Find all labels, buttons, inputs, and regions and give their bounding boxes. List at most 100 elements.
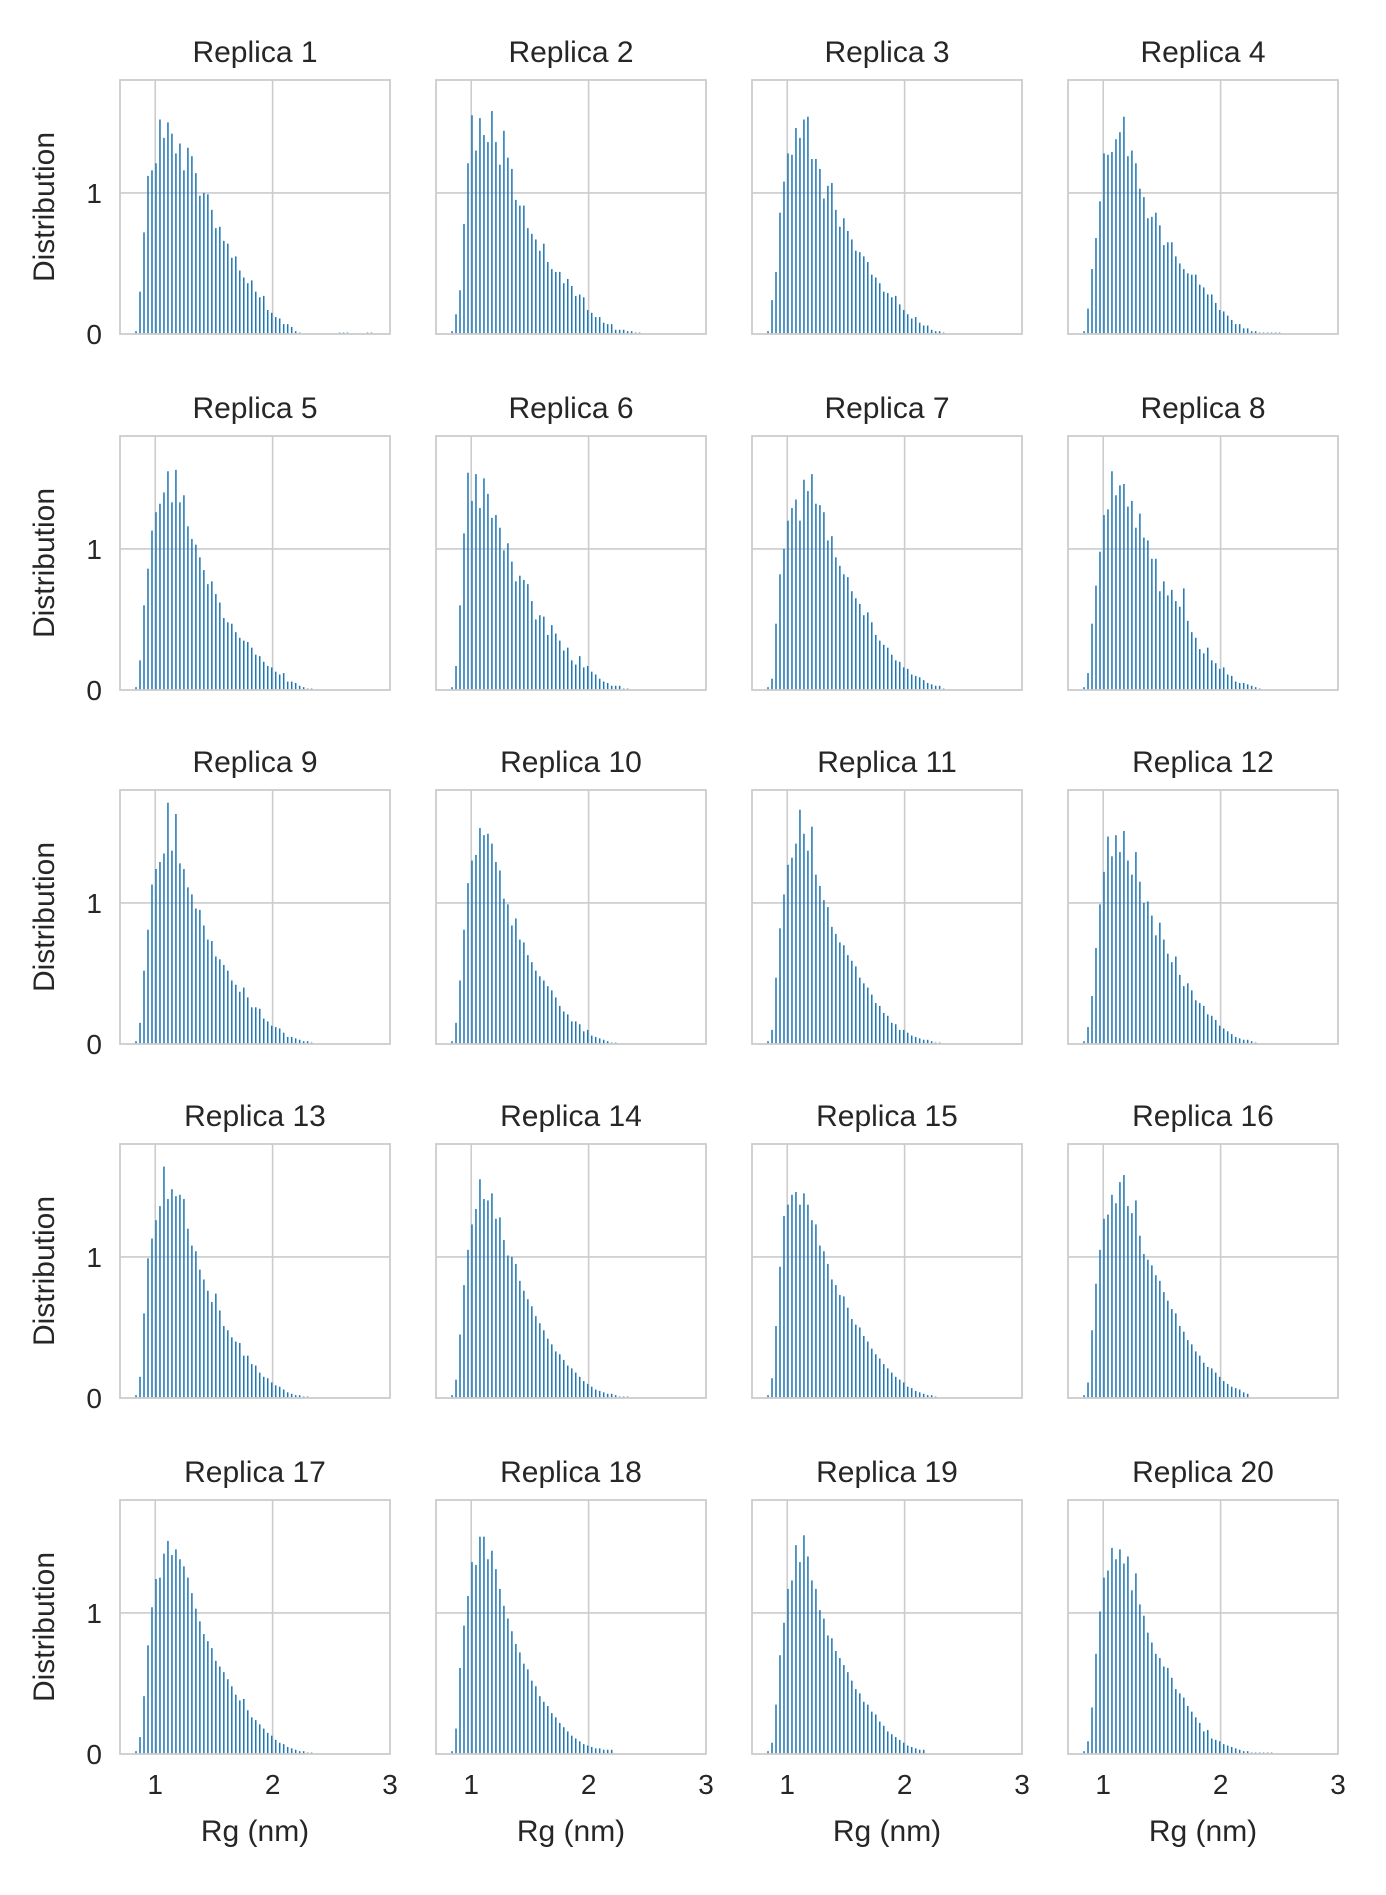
- histogram-bar: [247, 283, 249, 334]
- histogram-bar: [551, 625, 553, 690]
- histogram-bar: [787, 153, 789, 334]
- histogram-bar: [1091, 269, 1093, 334]
- axes-frame: [1067, 79, 1339, 335]
- axes-frame: [751, 79, 1023, 335]
- histogram-bar: [567, 1731, 569, 1754]
- histogram-bar: [787, 864, 789, 1044]
- histogram-bar: [543, 1330, 545, 1398]
- histogram-bar: [815, 1224, 817, 1398]
- histogram-bar: [215, 956, 217, 1044]
- histogram-bar: [147, 929, 149, 1044]
- histogram-bar: [811, 1580, 813, 1754]
- histogram-bar: [807, 491, 809, 690]
- histogram-bar: [167, 471, 169, 690]
- histogram-bar: [926, 1395, 929, 1398]
- histogram-bar: [179, 502, 181, 690]
- histogram-bar: [1191, 632, 1193, 690]
- histogram-bar: [1246, 1751, 1249, 1754]
- histogram-bar: [1214, 1739, 1217, 1754]
- histogram-bar: [578, 294, 581, 334]
- histogram-bar: [574, 1372, 577, 1398]
- histogram-bar: [843, 574, 845, 690]
- histogram-bar: [1203, 1005, 1205, 1044]
- histogram-bar: [262, 1376, 265, 1398]
- histogram-bar: [499, 1217, 501, 1398]
- axes-frame: [119, 435, 391, 691]
- histogram-bar: [1242, 1039, 1245, 1044]
- histogram-bar: [286, 1036, 289, 1044]
- histogram-bar: [1087, 1027, 1089, 1044]
- histogram-bar: [563, 650, 565, 690]
- histogram-bar: [835, 933, 837, 1044]
- histogram-bar: [1203, 287, 1205, 334]
- histogram-bar: [1250, 331, 1253, 334]
- histogram-bar: [922, 1039, 925, 1044]
- histogram-bar: [187, 147, 189, 334]
- histogram-bar: [887, 293, 889, 334]
- histogram-bar: [799, 1204, 801, 1398]
- histogram-bar: [799, 809, 801, 1044]
- x-tick-label: 2: [265, 1769, 281, 1800]
- histogram-bar: [914, 317, 917, 334]
- histogram-bar: [1206, 1730, 1209, 1754]
- histogram-bar: [539, 1696, 541, 1754]
- histogram-bar: [851, 591, 853, 690]
- histogram-bar: [1131, 874, 1133, 1044]
- histogram-bar: [1230, 1746, 1233, 1754]
- histogram-bar: [139, 1022, 141, 1044]
- histogram-bar: [286, 681, 289, 690]
- histogram-bar: [1103, 515, 1105, 690]
- histogram-bar: [255, 654, 257, 690]
- histogram-bar: [262, 1018, 265, 1044]
- histogram-bar: [255, 1365, 257, 1398]
- histogram-bar: [1199, 1355, 1201, 1398]
- histogram-bar: [803, 479, 805, 690]
- histogram-bar: [863, 1335, 865, 1398]
- histogram-bar: [1147, 1632, 1149, 1754]
- histogram-bar: [183, 869, 185, 1044]
- panel-title: Replica 14: [500, 1100, 642, 1133]
- histogram-bar: [1127, 1556, 1129, 1754]
- histogram-bar: [187, 1228, 189, 1398]
- histogram-bar: [930, 1041, 933, 1044]
- histogram-bar: [298, 1395, 301, 1398]
- histogram-bar: [894, 1737, 897, 1754]
- histogram-bar: [483, 1536, 485, 1754]
- histogram-bar: [139, 1376, 141, 1398]
- histogram-bar: [1087, 673, 1089, 690]
- histogram-bar: [1111, 1194, 1113, 1398]
- histogram-bar: [535, 239, 537, 334]
- histogram-bar: [598, 678, 601, 690]
- x-tick-label: 1: [779, 1769, 795, 1800]
- histogram-bar: [487, 1559, 489, 1754]
- histogram-bar: [598, 1038, 601, 1044]
- histogram-bar: [890, 297, 893, 334]
- histogram-bar: [918, 677, 921, 690]
- histogram-bar: [803, 1193, 805, 1398]
- histogram-bar: [251, 1364, 253, 1398]
- histogram-bar: [262, 1728, 265, 1754]
- axes-frame: [435, 79, 707, 335]
- histogram-bar: [590, 1746, 593, 1754]
- histogram-bar: [934, 685, 937, 690]
- histogram-bar: [867, 987, 869, 1044]
- histogram-bar: [1187, 983, 1189, 1044]
- histogram-bar: [567, 278, 569, 334]
- histogram-bar: [1230, 675, 1233, 690]
- histogram-bar: [511, 1256, 513, 1398]
- histogram-bar: [1254, 687, 1257, 690]
- histogram-bar: [594, 1036, 597, 1044]
- panel-title: Replica 16: [1132, 1100, 1274, 1133]
- histogram-bar: [906, 668, 909, 690]
- histogram-bar: [1123, 1563, 1125, 1754]
- histogram-bar: [491, 1193, 493, 1398]
- histogram-bar: [902, 1742, 905, 1754]
- panel-replica-13: Replica 13 0 1 Distribution: [28, 1100, 391, 1414]
- histogram-bar: [831, 536, 833, 690]
- histogram-bar: [767, 331, 769, 334]
- histogram-bar: [851, 239, 853, 334]
- histogram-bar: [918, 1038, 921, 1044]
- histogram-bar: [819, 1245, 821, 1398]
- histogram-bar: [171, 133, 173, 334]
- histogram-bar: [262, 295, 265, 334]
